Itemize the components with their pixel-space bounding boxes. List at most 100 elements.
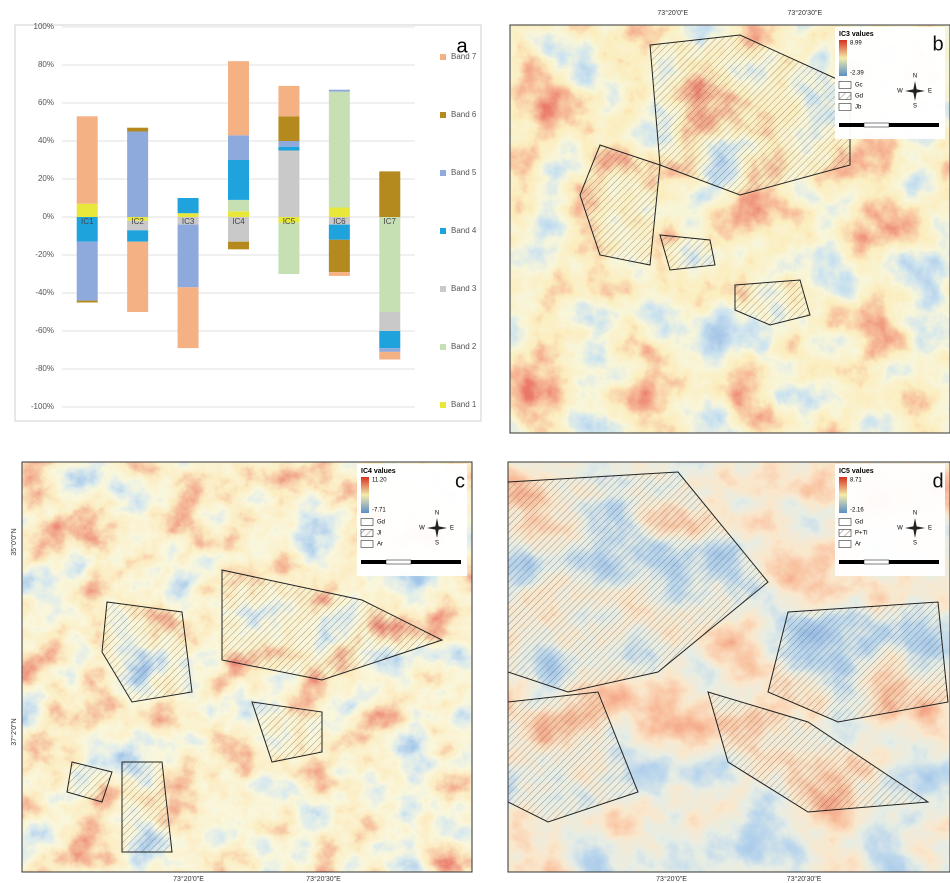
- bar-segment: [127, 242, 148, 312]
- y-tick-label: -100%: [31, 402, 54, 411]
- scale-bar-alt: [386, 560, 411, 564]
- y-tick-label: -20%: [35, 250, 54, 259]
- unit-label: Gd: [855, 94, 863, 100]
- legend-swatch: [440, 402, 446, 408]
- unit-swatch: [361, 530, 373, 537]
- unit-label: Jb: [855, 105, 862, 111]
- coord-label: 73°20'30"E: [787, 9, 822, 17]
- legend-swatch: [440, 54, 446, 60]
- y-tick-label: 20%: [38, 174, 54, 183]
- bar-label: IC4: [232, 217, 245, 226]
- compass-label: N: [435, 511, 439, 517]
- unit-swatch: [839, 541, 851, 548]
- bar-segment: [379, 352, 400, 360]
- y-tick-label: 60%: [38, 98, 54, 107]
- legend-min: -2.39: [850, 71, 864, 77]
- scale-bar-alt: [864, 123, 889, 127]
- unit-label: Gd: [377, 520, 385, 526]
- legend-max: 8.99: [850, 41, 862, 47]
- bar-segment: [329, 92, 350, 208]
- color-ramp: [839, 477, 847, 513]
- legend-swatch: [440, 228, 446, 234]
- bar-label: IC2: [131, 217, 144, 226]
- unit-label: Jl: [377, 531, 381, 537]
- legend-label: Band 5: [451, 168, 477, 177]
- compass-label: E: [928, 89, 932, 95]
- bar-segment: [228, 242, 249, 250]
- color-ramp: [361, 477, 369, 513]
- y-tick-label: 0%: [42, 212, 54, 221]
- bar-segment: [178, 198, 199, 213]
- legend-label: Band 4: [451, 226, 477, 235]
- bar-segment: [329, 90, 350, 92]
- bar-label: IC7: [384, 217, 397, 226]
- legend-title: IC5 values: [839, 468, 874, 475]
- bar-segment: [77, 301, 98, 303]
- bar-segment: [278, 147, 299, 151]
- bar-segment: [329, 240, 350, 272]
- legend-title: IC4 values: [361, 468, 396, 475]
- unit-label: Gc: [855, 83, 863, 89]
- bar-segment: [127, 230, 148, 241]
- coord-label: 73°20'30"E: [306, 875, 341, 883]
- scale-bar-alt: [864, 560, 889, 564]
- unit-swatch: [361, 519, 373, 526]
- unit-swatch: [839, 104, 851, 111]
- bar-segment: [329, 225, 350, 240]
- compass-label: W: [897, 89, 903, 95]
- compass-label: E: [928, 526, 932, 532]
- legend-min: -7.71: [372, 508, 386, 514]
- unit-label: P+Tl: [855, 531, 868, 537]
- bar-label: IC5: [283, 217, 296, 226]
- bar-segment: [228, 61, 249, 135]
- compass-label: S: [435, 541, 439, 547]
- compass-label: N: [913, 74, 917, 80]
- bar-segment: [77, 204, 98, 217]
- unit-swatch: [839, 530, 851, 537]
- unit-label: Ar: [855, 542, 861, 548]
- bar-segment: [278, 223, 299, 274]
- bar-segment: [379, 171, 400, 217]
- bar-segment: [228, 135, 249, 160]
- unit-swatch: [361, 541, 373, 548]
- legend-label: Band 2: [451, 342, 477, 351]
- legend-label: Band 3: [451, 284, 477, 293]
- bar-segment: [77, 242, 98, 301]
- legend-label: Band 1: [451, 400, 477, 409]
- map-panel: IC5 values8.71-2.16GdP+TlArNESWd73°20'0"…: [508, 462, 950, 883]
- compass-label: W: [419, 526, 425, 532]
- bar-label: IC1: [81, 217, 94, 226]
- compass-label: S: [913, 104, 917, 110]
- legend-swatch: [440, 344, 446, 350]
- compass-label: S: [913, 541, 917, 547]
- legend-title: IC3 values: [839, 31, 874, 38]
- legend-swatch: [440, 112, 446, 118]
- panel-label: d: [932, 470, 943, 492]
- coord-label: 37°2'0"N: [10, 718, 18, 745]
- color-ramp: [839, 40, 847, 76]
- legend-label: Band 6: [451, 110, 477, 119]
- bar-segment: [379, 348, 400, 352]
- y-tick-label: 40%: [38, 136, 54, 145]
- coord-label: 73°20'0"E: [173, 875, 204, 883]
- legend-max: 8.71: [850, 478, 862, 484]
- map-panel: IC4 values11.20-7.71GdJlArNESWc73°20'0"E…: [10, 462, 472, 883]
- figure: -100%-80%-60%-40%-20%0%20%40%60%80%100%a…: [0, 0, 950, 883]
- bar-segment: [379, 217, 400, 312]
- bar-segment: [278, 151, 299, 218]
- y-tick-label: 80%: [38, 60, 54, 69]
- bar-segment: [278, 86, 299, 116]
- coord-label: 73°20'30"E: [787, 875, 822, 883]
- bar-segment: [228, 160, 249, 200]
- bar-segment: [178, 287, 199, 348]
- bar-label: IC3: [182, 217, 195, 226]
- legend-max: 11.20: [372, 478, 387, 484]
- bar-segment: [329, 272, 350, 276]
- compass-label: N: [913, 511, 917, 517]
- coord-label: 73°20'0"E: [656, 875, 687, 883]
- panel-label: c: [455, 470, 465, 492]
- y-tick-label: -80%: [35, 364, 54, 373]
- bar-segment: [329, 208, 350, 218]
- unit-swatch: [839, 93, 851, 100]
